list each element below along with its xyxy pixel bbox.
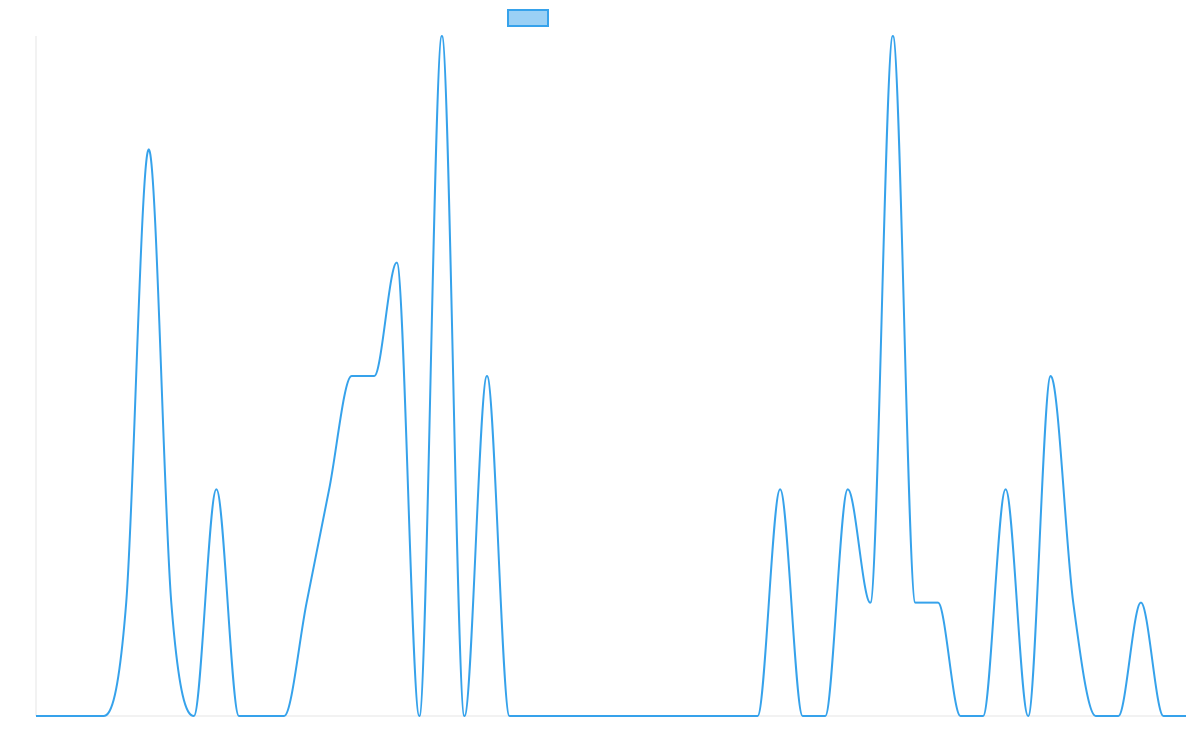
legend-swatch[interactable] <box>507 9 549 27</box>
axes <box>35 36 1186 717</box>
series-line <box>36 35 1186 717</box>
legend[interactable] <box>507 9 549 27</box>
series-layer <box>36 35 1186 717</box>
